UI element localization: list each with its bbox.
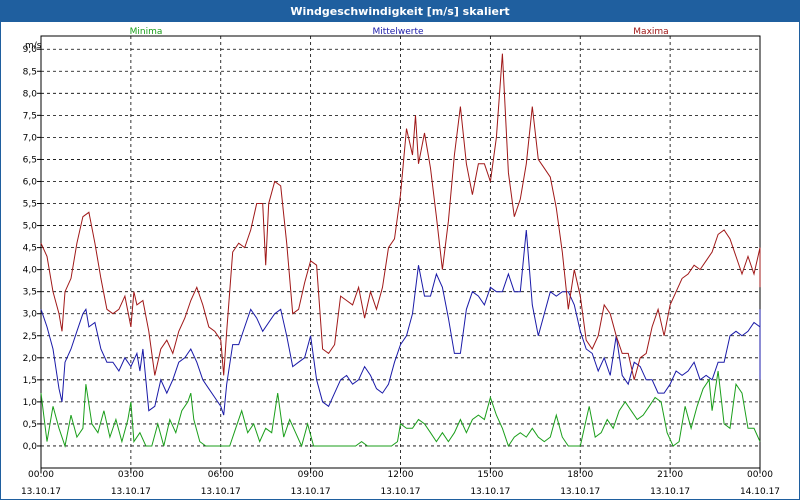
x-tick-date: 13.10.17 xyxy=(21,487,61,497)
x-tick-time: 06:00 xyxy=(208,470,234,480)
series-line-mittelwerte xyxy=(40,229,761,416)
grid xyxy=(37,36,761,473)
y-tick-label: 9,0 xyxy=(23,45,38,55)
y-tick-label: 7,5 xyxy=(23,111,37,121)
y-tick-label: 2,5 xyxy=(23,332,37,342)
x-tick-date: 13.10.17 xyxy=(380,487,420,497)
x-tick-time: 00:00 xyxy=(28,470,54,480)
y-tick-label: 4,5 xyxy=(23,244,37,254)
legend-maxima: Maxima xyxy=(633,27,668,37)
series-line-minima xyxy=(40,370,761,448)
y-tick-label: 6,0 xyxy=(23,177,38,187)
y-tick-label: 5,0 xyxy=(23,222,38,232)
y-tick-label: 6,5 xyxy=(23,155,37,165)
y-axis-label: m/s xyxy=(25,41,42,51)
x-tick-time: 09:00 xyxy=(298,470,324,480)
x-tick-time: 12:00 xyxy=(388,470,414,480)
x-tick-date: 13.10.17 xyxy=(291,487,331,497)
y-tick-label: 0,5 xyxy=(23,420,37,430)
y-tick-label: 4,0 xyxy=(23,266,38,276)
legend-minima: Minima xyxy=(130,27,163,37)
x-tick-date: 13.10.17 xyxy=(201,487,241,497)
y-tick-label: 3,0 xyxy=(23,310,38,320)
y-tick-label: 2,0 xyxy=(23,354,38,364)
x-tick-date: 13.10.17 xyxy=(650,487,690,497)
y-tick-label: 8,5 xyxy=(23,67,37,77)
y-tick-label: 1,5 xyxy=(23,376,37,386)
y-tick-label: 1,0 xyxy=(23,398,38,408)
window-title: Windgeschwindigkeit [m/s] skaliert xyxy=(1,1,799,22)
y-tick-label: 5,5 xyxy=(23,200,37,210)
x-tick-date: 13.10.17 xyxy=(470,487,510,497)
y-tick-label: 7,0 xyxy=(23,133,38,143)
x-tick-date: 13.10.17 xyxy=(560,487,600,497)
y-tick-label: 3,5 xyxy=(23,288,37,298)
chart-svg: Minima Mittelwerte Maxima m/s 0,0 0,5 1,0 1,5… xyxy=(21,27,780,497)
x-tick-time: 15:00 xyxy=(477,470,503,480)
legend-mittelwerte: Mittelwerte xyxy=(372,27,423,37)
legend: Minima Mittelwerte Maxima xyxy=(130,27,669,37)
series-line-maxima xyxy=(40,53,761,380)
tick-labels: 0,0 0,5 1,0 1,5 2,0 2,5 3,0 3,5 4,0 4,5 5,0 5,5 6,0 6… xyxy=(21,45,780,497)
x-tick-date: 13.10.17 xyxy=(111,487,151,497)
series-lines xyxy=(40,53,761,448)
x-tick-time: 21:00 xyxy=(657,470,683,480)
y-tick-label: 0,0 xyxy=(23,442,38,452)
x-tick-date: 14.10.17 xyxy=(740,487,780,497)
y-tick-label: 8,0 xyxy=(23,89,38,99)
x-tick-time: 18:00 xyxy=(567,470,593,480)
x-tick-time: 03:00 xyxy=(118,470,144,480)
x-tick-time: 00:00 xyxy=(747,470,773,480)
